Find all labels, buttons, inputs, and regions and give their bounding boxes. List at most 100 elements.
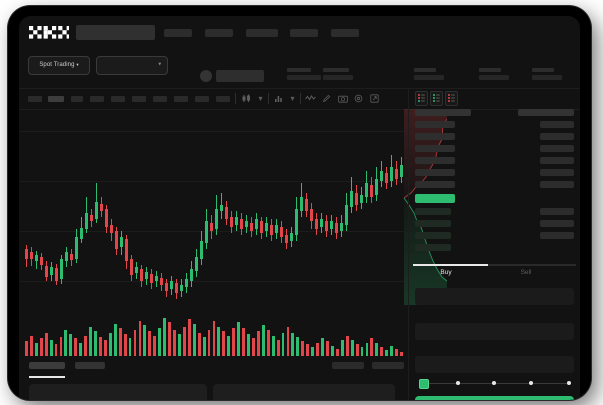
orderbook-bid-row[interactable] [415,220,451,227]
timeframe-2[interactable] [48,96,64,102]
candle [220,109,224,309]
candle [345,109,349,309]
orderbook-bid-row[interactable] [415,244,451,251]
bottom-action-2[interactable] [372,362,404,369]
timeframe-4[interactable] [90,96,104,102]
candle [350,109,354,309]
timeframe-7[interactable] [153,96,167,102]
volume-bar [256,331,260,356]
volume-bar [395,348,398,356]
bottom-tab-open-orders[interactable] [29,362,65,369]
nav-item-3[interactable] [246,29,278,37]
volume-bar [212,320,216,356]
volume-bar [29,335,33,356]
candle [270,109,274,309]
orderbook-ask-row[interactable] [415,121,455,128]
slider-stop-25[interactable] [455,380,460,385]
okx-logo-icon[interactable] [29,26,69,39]
orderbook-value-row [540,121,574,128]
candle [35,109,39,309]
timeframe-3[interactable] [71,96,83,102]
indicators-chevron-down-icon[interactable]: ▾ [290,94,295,103]
nav-item-5[interactable] [331,29,359,37]
amount-percent-slider[interactable] [419,379,572,389]
volume-bar [44,332,48,356]
candle [330,109,334,309]
candle [235,109,239,309]
order-price-input[interactable] [415,288,574,305]
timeframe-10[interactable] [216,96,230,102]
volume-bar [227,335,231,356]
order-total-input[interactable] [415,356,574,373]
volume-bar [311,347,315,356]
trading-pair-selector[interactable]: ▾ [96,56,168,75]
candle [80,109,84,309]
app-screen: Spot Trading▾ ▾ [19,16,580,400]
timeframe-6[interactable] [132,96,146,102]
orderbook-ask-row[interactable] [415,181,455,188]
orderbook-mode-asks-icon[interactable] [445,91,458,106]
volume-bar [360,347,364,356]
tab-sell[interactable]: Sell [520,269,532,276]
bottom-card-left[interactable] [29,384,207,400]
orderbook-mode-both-icon[interactable] [415,91,428,106]
bottom-action-1[interactable] [332,362,364,369]
drawing-pencil-icon[interactable] [321,93,332,104]
orderbook-value-row [540,157,574,164]
toolbar-divider [235,93,236,104]
nav-item-2[interactable] [205,29,233,37]
volume-bar [192,323,196,356]
nav-item-4[interactable] [290,29,318,37]
volume-bar [69,334,73,356]
timeframe-8[interactable] [174,96,188,102]
nav-item-1[interactable] [164,29,192,37]
orderbook-ask-row[interactable] [415,157,455,164]
line-study-icon[interactable] [305,93,316,104]
place-buy-order-button[interactable] [415,396,574,400]
fullscreen-expand-icon[interactable] [369,93,380,104]
top-navigation-bar [19,16,580,48]
timeframe-5[interactable] [111,96,125,102]
volume-bar [79,342,83,356]
tab-buy[interactable]: Buy [440,269,452,276]
chart-type-chevron-down-icon[interactable]: ▾ [258,94,263,103]
bottom-tab-order-history[interactable] [75,362,105,369]
slider-stop-100[interactable] [566,380,571,385]
volume-bar [400,351,403,356]
volume-bar [340,339,344,356]
volume-bar [370,338,374,356]
order-book[interactable] [409,109,580,259]
orderbook-bid-row[interactable] [415,208,451,215]
trading-mode-selector[interactable]: Spot Trading▾ [28,56,90,75]
volume-series [25,314,404,356]
orderbook-mode-bids-icon[interactable] [430,91,443,106]
candle [190,109,194,309]
candle [175,109,179,309]
timeframe-9[interactable] [195,96,209,102]
timeframe-1[interactable] [28,96,42,102]
volume-bar [25,341,28,356]
stat-volume-label [414,68,436,72]
candle [85,109,89,309]
volume-bar [202,337,206,356]
chart-settings-gear-icon[interactable] [353,93,364,104]
chart-type-candles-icon[interactable] [241,93,252,104]
slider-handle[interactable] [419,379,429,389]
bottom-card-right[interactable] [213,384,395,400]
orderbook-ask-row[interactable] [415,169,455,176]
stat-volume [414,68,444,80]
indicators-icon[interactable] [273,93,284,104]
candle [205,109,209,309]
slider-stop-75[interactable] [529,380,534,385]
candle [170,109,174,309]
orderbook-ask-row[interactable] [415,133,455,140]
candle [315,109,319,309]
orderbook-ask-row[interactable] [415,145,455,152]
volume-bar [118,328,122,356]
orderbook-bid-row[interactable] [415,232,451,239]
snapshot-camera-icon[interactable] [337,93,348,104]
order-amount-input[interactable] [415,323,574,340]
price-chart[interactable] [19,109,404,400]
brand-search-placeholder[interactable] [76,25,155,40]
slider-stop-50[interactable] [492,380,497,385]
